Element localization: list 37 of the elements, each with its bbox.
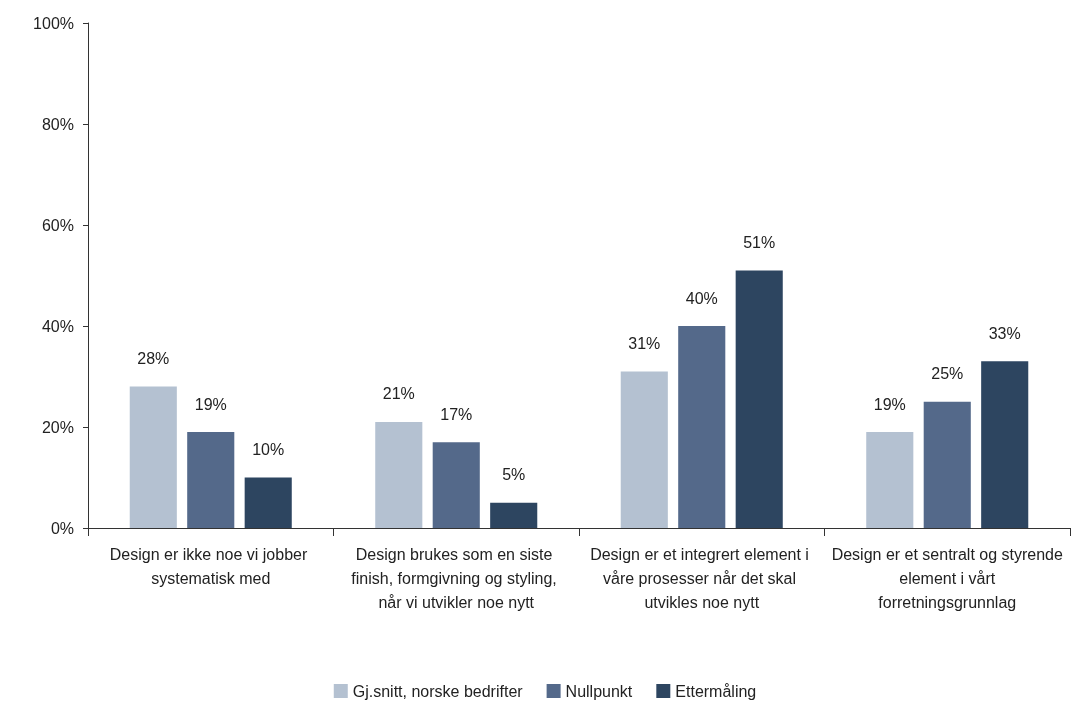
x-tick-label: Design er et sentralt og styrende element i vårt forretningsgrunnlag — [831, 545, 1063, 611]
legend-label: Nullpunkt — [565, 682, 633, 700]
y-tick-label: 100% — [33, 14, 74, 32]
legend-label: Gj.snitt, norske bedrifter — [352, 682, 524, 700]
x-tick-label: Design er ikke noe vi jobber systematisk med — [109, 545, 312, 587]
x-tick-label: Design brukes som en siste finish, formgivning og styling, når vi utvikler noe nytt — [351, 545, 562, 611]
bar — [375, 421, 423, 528]
bar — [981, 361, 1029, 528]
data-label: 31% — [628, 334, 661, 352]
bar — [432, 442, 480, 528]
bar — [129, 386, 177, 528]
legend-label: Ettermåling — [675, 682, 757, 700]
data-label: 40% — [685, 289, 718, 307]
bar — [678, 326, 726, 528]
x-tick-label: Design er et integrert element i våre prosesser når det skal utvikles noe nytt — [590, 545, 814, 611]
data-label: 51% — [743, 233, 776, 251]
y-tick-label: 20% — [41, 418, 74, 436]
bar — [923, 401, 971, 528]
bar — [244, 477, 292, 528]
data-label: 19% — [194, 395, 227, 413]
bar — [490, 502, 538, 528]
data-label: 33% — [988, 324, 1021, 342]
bar — [620, 371, 668, 528]
bar — [866, 432, 914, 528]
data-label: 28% — [137, 350, 170, 368]
y-tick-label: 0% — [50, 519, 74, 537]
bar — [735, 270, 783, 528]
data-label: 10% — [252, 441, 285, 458]
y-tick-label: 60% — [41, 216, 74, 234]
y-tick-label: 80% — [41, 115, 74, 133]
y-tick-label: 40% — [41, 317, 74, 335]
data-label: 21% — [382, 385, 415, 403]
data-label: 25% — [931, 365, 964, 383]
data-label: 19% — [873, 395, 906, 413]
data-label: 17% — [440, 405, 473, 423]
data-label: 5% — [502, 466, 526, 484]
bar — [187, 432, 235, 528]
